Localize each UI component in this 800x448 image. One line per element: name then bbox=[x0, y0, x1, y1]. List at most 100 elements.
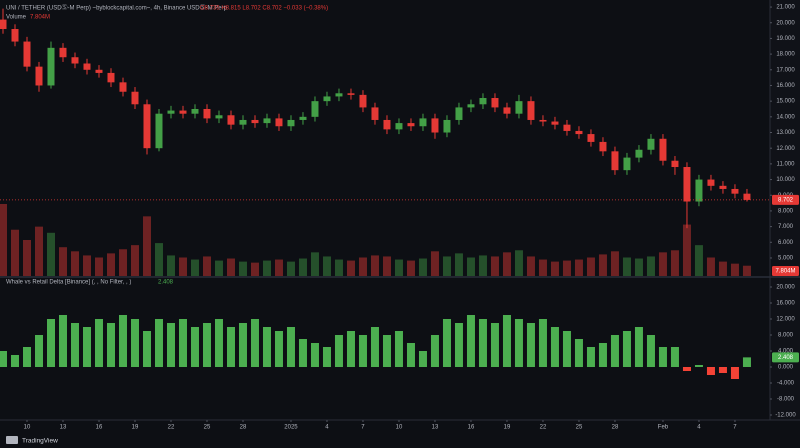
x-tick-label: 4 bbox=[697, 425, 701, 431]
y-tick-label: 14.000 bbox=[776, 114, 795, 120]
histogram-bar bbox=[526, 323, 535, 367]
histogram-bar bbox=[538, 319, 547, 367]
volume-bar bbox=[718, 261, 727, 276]
histogram-bar bbox=[226, 327, 235, 367]
x-tick-label: 22 bbox=[540, 425, 547, 431]
histogram-bar bbox=[298, 339, 307, 367]
candle-body bbox=[683, 167, 691, 202]
histogram-bar bbox=[622, 331, 631, 367]
volume-bar bbox=[550, 261, 559, 276]
candle-body bbox=[287, 119, 295, 127]
candle-body bbox=[623, 157, 631, 171]
x-tick-label: 19 bbox=[504, 425, 511, 431]
y-tick-label: -4.000 bbox=[777, 381, 795, 387]
histogram-bar bbox=[682, 367, 691, 371]
candle-body bbox=[251, 119, 259, 124]
histogram-bar bbox=[514, 319, 523, 367]
histogram-bar bbox=[490, 323, 499, 367]
volume-bar bbox=[382, 256, 391, 276]
volume-bar bbox=[574, 259, 583, 276]
volume-bar bbox=[682, 224, 691, 276]
volume-bar bbox=[694, 245, 703, 276]
candle-body bbox=[227, 115, 235, 125]
y-tick-label: 16.000 bbox=[776, 83, 795, 89]
volume-bar bbox=[466, 257, 475, 276]
histogram-bar bbox=[454, 323, 463, 367]
histogram-bar bbox=[262, 327, 271, 367]
y-tick-label: 6.000 bbox=[778, 240, 794, 246]
brand: TradingView bbox=[22, 438, 58, 445]
indicator-badge-label: 2.408 bbox=[778, 355, 794, 361]
volume-bar bbox=[238, 261, 247, 276]
histogram-bar bbox=[466, 315, 475, 367]
histogram-bar bbox=[94, 319, 103, 367]
volume-bar bbox=[634, 258, 643, 276]
x-tick-label: 28 bbox=[240, 425, 247, 431]
y-tick-label: 7.000 bbox=[778, 224, 794, 230]
histogram-bar bbox=[46, 319, 55, 367]
y-tick-label: 11.000 bbox=[777, 161, 796, 167]
candle-body bbox=[527, 101, 535, 120]
histogram-bar bbox=[250, 319, 259, 367]
y-tick-label: 10.000 bbox=[776, 177, 795, 183]
x-tick-label: 4 bbox=[325, 425, 329, 431]
y-tick-label: 17.000 bbox=[776, 67, 795, 73]
candle-body bbox=[467, 104, 475, 108]
volume-bar bbox=[130, 245, 139, 276]
volume-bar bbox=[154, 243, 163, 276]
candle-body bbox=[455, 107, 463, 120]
candle-body bbox=[635, 149, 643, 158]
y-tick-label: 4.000 bbox=[778, 349, 794, 355]
candle-body bbox=[215, 115, 223, 119]
volume-bar bbox=[310, 252, 319, 276]
candle-body bbox=[59, 47, 67, 58]
y-tick-label: 12.000 bbox=[776, 146, 795, 152]
candle-body bbox=[95, 69, 103, 73]
volume-bar bbox=[538, 259, 547, 276]
histogram-bar bbox=[574, 339, 583, 367]
volume-bar bbox=[394, 259, 403, 276]
x-tick-label: 22 bbox=[168, 425, 175, 431]
y-tick-label: 13.000 bbox=[776, 130, 795, 136]
volume-bar bbox=[202, 256, 211, 276]
volume-bar bbox=[610, 251, 619, 276]
candle-body bbox=[335, 93, 343, 97]
histogram-bar bbox=[442, 319, 451, 367]
histogram-bar bbox=[82, 327, 91, 367]
volume-bar bbox=[442, 256, 451, 276]
candle-body bbox=[131, 91, 139, 105]
histogram-bar bbox=[106, 323, 115, 367]
volume-bar bbox=[706, 257, 715, 276]
candle-body bbox=[539, 119, 547, 122]
y-tick-label: 0.000 bbox=[778, 365, 794, 371]
histogram-bar bbox=[646, 335, 655, 367]
candle-body bbox=[275, 118, 283, 127]
volume-legend: Volume bbox=[6, 15, 27, 21]
candle-body bbox=[587, 134, 595, 142]
x-tick-label: 10 bbox=[396, 425, 403, 431]
volume-bar bbox=[598, 254, 607, 276]
histogram-bar bbox=[286, 327, 295, 367]
histogram-bar bbox=[634, 327, 643, 367]
volume-legend-value: 7.804M bbox=[30, 15, 50, 21]
y-tick-label: 20.000 bbox=[776, 20, 795, 26]
histogram-bar bbox=[478, 319, 487, 367]
candle-body bbox=[407, 123, 415, 127]
candle-body bbox=[443, 119, 451, 133]
volume-bar bbox=[34, 226, 43, 276]
histogram-bar bbox=[70, 323, 79, 367]
volume-bar bbox=[250, 262, 259, 276]
volume-bar bbox=[0, 204, 7, 276]
y-tick-label: 16.000 bbox=[776, 301, 795, 307]
candle-body bbox=[299, 116, 307, 120]
candle-body bbox=[503, 107, 511, 114]
y-tick-label: -12.000 bbox=[775, 413, 796, 419]
volume-bar bbox=[430, 251, 439, 276]
candle-body bbox=[599, 141, 607, 152]
x-tick-label: 7 bbox=[361, 425, 365, 431]
volume-bar bbox=[214, 260, 223, 276]
histogram-bar bbox=[202, 323, 211, 367]
candle-body bbox=[575, 130, 583, 135]
